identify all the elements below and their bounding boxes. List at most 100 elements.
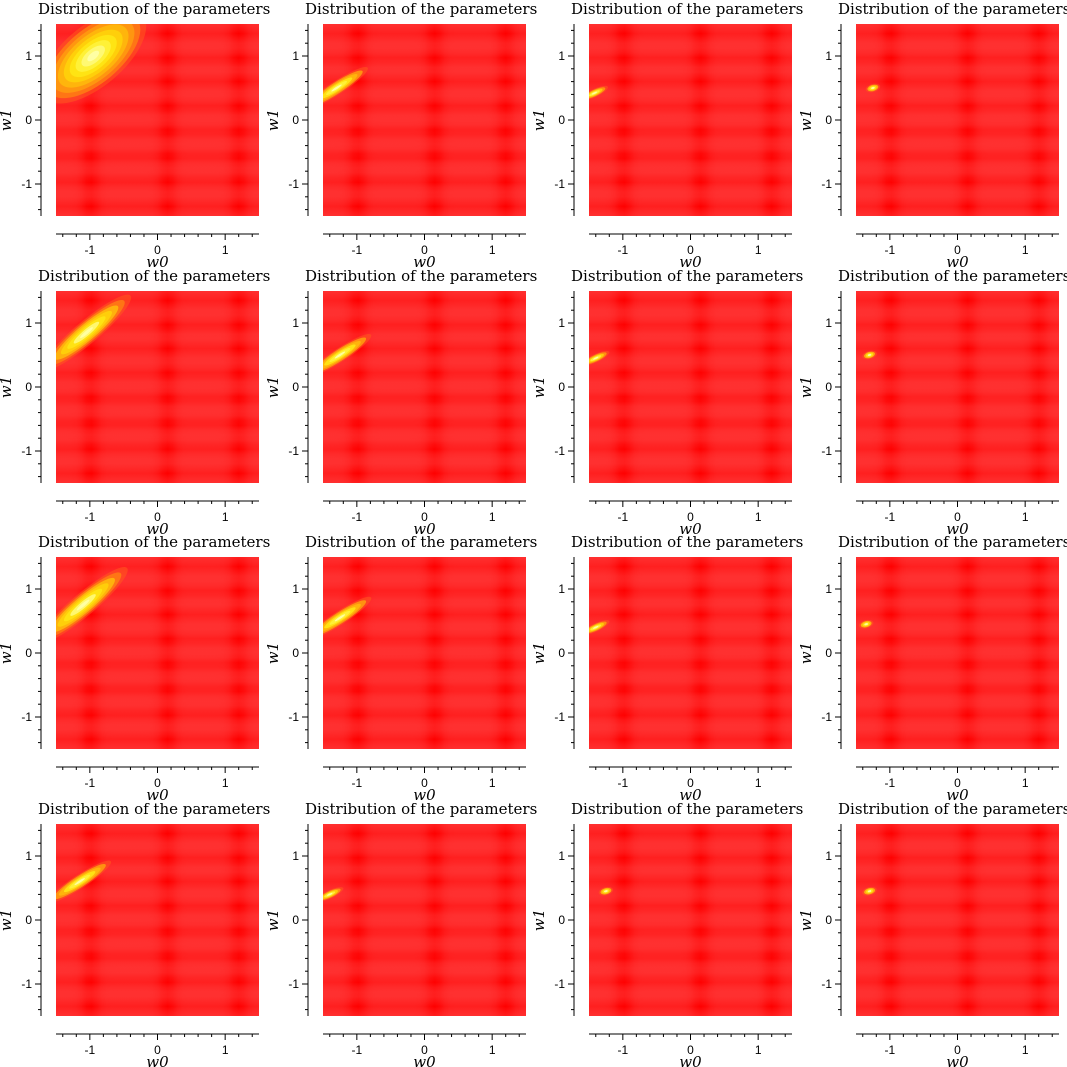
- subplot-title: Distribution of the parameters: [571, 533, 803, 551]
- x-tick-label: -1: [84, 510, 95, 524]
- subplot-2: Distribution of the parameters 1 0 -1 w1 -1 0 1…: [264, 0, 537, 271]
- y-axis-label: w1: [797, 376, 815, 398]
- x-axis-label: w0: [946, 786, 969, 804]
- y-tick-label: 0: [558, 913, 565, 927]
- y-axis-label: w1: [0, 109, 15, 131]
- heatmap-area: [56, 24, 259, 216]
- subplot-16: Distribution of the parameters 1 0 -1 w1 -1 0 1…: [797, 800, 1067, 1067]
- x-tick-label: 1: [489, 243, 496, 257]
- probability-peak: [858, 619, 874, 629]
- x-tick-label: 1: [755, 510, 762, 524]
- peak-contour: [871, 86, 875, 90]
- y-tick-label: 1: [25, 582, 32, 596]
- subplot-9: Distribution of the parameters 1 0 -1 w1 -1 0 1…: [0, 533, 270, 804]
- y-axis-label: w1: [264, 109, 282, 131]
- x-tick-label: 1: [489, 510, 496, 524]
- probability-peak: [56, 294, 132, 371]
- y-tick-label: -1: [554, 177, 565, 191]
- x-tick-label: 1: [1022, 243, 1029, 257]
- probability-peak: [323, 333, 372, 377]
- x-axis-label: w0: [146, 520, 169, 538]
- y-tick-label: 1: [558, 582, 565, 596]
- y-tick-label: 0: [558, 113, 565, 127]
- subplot-1: Distribution of the parameters 1 0 -1 w1 -1 0 1…: [0, 0, 270, 271]
- x-tick-label: 0: [954, 1043, 961, 1057]
- y-axis-label: w1: [264, 376, 282, 398]
- heatmap-area: [589, 24, 792, 216]
- peak-contour: [867, 890, 872, 893]
- heatmap-band-cols: [323, 291, 526, 483]
- subplot-14: Distribution of the parameters 1 0 -1 w1 -1 0 1…: [264, 800, 537, 1067]
- heatmap-area: [589, 557, 792, 749]
- y-tick-label: -1: [554, 710, 565, 724]
- x-axis-label: w0: [146, 1053, 169, 1067]
- x-tick-label: -1: [351, 1043, 362, 1057]
- subplot-title: Distribution of the parameters: [38, 800, 270, 818]
- subplot-title: Distribution of the parameters: [305, 533, 537, 551]
- peak-contour: [80, 327, 93, 339]
- x-tick-label: 0: [687, 1043, 694, 1057]
- subplot-12: Distribution of the parameters 1 0 -1 w1 -1 0 1…: [797, 533, 1067, 804]
- probability-peak: [56, 860, 112, 903]
- y-tick-label: 0: [825, 646, 832, 660]
- y-tick-label: 0: [25, 646, 32, 660]
- x-tick-label: 0: [954, 776, 961, 790]
- subplot-7: Distribution of the parameters 1 0 -1 w1 -1 0 1…: [530, 267, 803, 538]
- x-tick-label: -1: [884, 510, 895, 524]
- heatmap-area: [856, 557, 1059, 749]
- x-axis-label: w0: [946, 520, 969, 538]
- y-tick-label: -1: [288, 444, 299, 458]
- y-tick-label: 1: [825, 49, 832, 63]
- x-tick-label: 0: [421, 510, 428, 524]
- subplot-title: Distribution of the parameters: [38, 0, 270, 18]
- y-tick-label: 0: [25, 913, 32, 927]
- probability-peak: [323, 596, 372, 639]
- subplot-4: Distribution of the parameters 1 0 -1 w1 -1 0 1…: [797, 0, 1067, 271]
- x-axis-label: w0: [679, 1053, 702, 1067]
- subplot-title: Distribution of the parameters: [38, 533, 270, 551]
- x-axis-label: w0: [413, 520, 436, 538]
- y-tick-label: 1: [558, 316, 565, 330]
- x-axis-label: w0: [679, 520, 702, 538]
- x-tick-label: -1: [351, 776, 362, 790]
- y-tick-label: 0: [558, 646, 565, 660]
- x-tick-label: 1: [1022, 1043, 1029, 1057]
- x-tick-label: 1: [222, 243, 229, 257]
- y-tick-label: -1: [554, 977, 565, 991]
- y-tick-label: 1: [825, 582, 832, 596]
- y-tick-label: 1: [292, 849, 299, 863]
- y-tick-label: 1: [25, 849, 32, 863]
- peak-contour: [593, 625, 599, 629]
- subplot-title: Distribution of the parameters: [571, 0, 803, 18]
- subplot-title: Distribution of the parameters: [38, 267, 270, 285]
- subplot-title: Distribution of the parameters: [305, 267, 537, 285]
- x-tick-label: -1: [84, 243, 95, 257]
- x-tick-label: -1: [351, 243, 362, 257]
- heatmap-band-cols: [323, 24, 526, 216]
- peak-contour: [334, 614, 346, 622]
- heatmap-area: [323, 291, 526, 483]
- x-tick-label: 1: [222, 510, 229, 524]
- x-tick-label: 1: [222, 776, 229, 790]
- peak-contour: [327, 892, 333, 896]
- subplot-title: Distribution of the parameters: [838, 0, 1067, 18]
- x-tick-label: 1: [489, 1043, 496, 1057]
- heatmap-band-cols: [589, 557, 792, 749]
- heatmap-area: [56, 291, 259, 483]
- peak-contour: [864, 623, 868, 626]
- probability-peak: [56, 566, 128, 644]
- subplot-6: Distribution of the parameters 1 0 -1 w1 -1 0 1…: [264, 267, 537, 538]
- heatmap-area: [589, 291, 792, 483]
- y-tick-label: 0: [292, 646, 299, 660]
- heatmap-band-cols: [856, 24, 1059, 216]
- y-axis-label: w1: [530, 109, 548, 131]
- y-axis-label: w1: [530, 642, 548, 664]
- subplot-5: Distribution of the parameters 1 0 -1 w1 -1 0 1…: [0, 267, 270, 538]
- y-axis-label: w1: [264, 642, 282, 664]
- x-tick-label: 1: [755, 1043, 762, 1057]
- x-tick-label: -1: [617, 243, 628, 257]
- y-tick-label: 1: [292, 49, 299, 63]
- subplot-title: Distribution of the parameters: [838, 533, 1067, 551]
- y-tick-label: 0: [292, 380, 299, 394]
